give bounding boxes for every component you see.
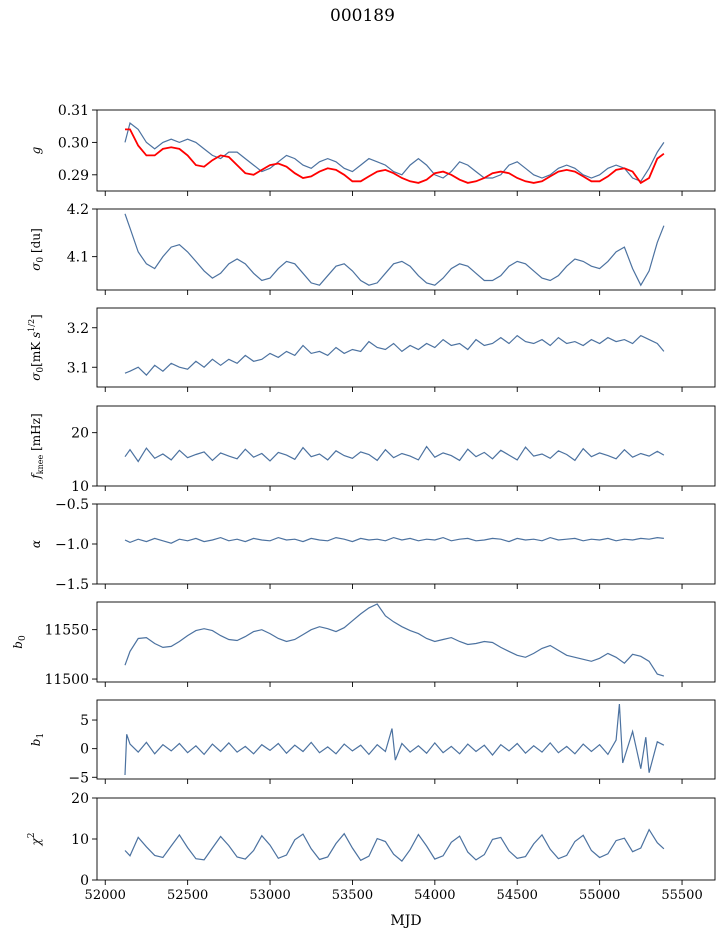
y-axis-label: σ0[mK s1/2] <box>27 314 46 381</box>
y-tick-label: 4.2 <box>67 202 89 218</box>
y-tick-label: 5 <box>80 713 89 729</box>
y-tick-label: 0.29 <box>58 168 89 184</box>
x-tick-label: 53500 <box>332 888 373 903</box>
series-line-1 <box>124 536 664 544</box>
y-tick-label: 3.2 <box>67 321 89 337</box>
y-tick-label: −1.0 <box>55 537 89 553</box>
y-tick-label: 20 <box>71 791 89 807</box>
series-line-2 <box>125 128 665 185</box>
axes-frame <box>96 699 716 780</box>
x-tick-label: 54000 <box>414 888 455 903</box>
y-tick-label: −5 <box>68 770 89 786</box>
y-axis-label: σ0 [du] <box>29 228 46 271</box>
x-tick-label: 52500 <box>167 888 208 903</box>
axes-frame <box>96 307 716 388</box>
y-axis-label: g <box>29 146 43 154</box>
series-line-1 <box>124 828 665 862</box>
panel-4: 10 20 fknee [mHz] <box>29 405 716 495</box>
panel-8: 0 10 20 52000 52500 53000 53500 54000 54500 55000… <box>27 791 716 903</box>
axes-frame <box>96 109 716 192</box>
y-tick-label: 0.30 <box>58 135 89 151</box>
y-tick-label: −1.5 <box>55 577 89 593</box>
y-axis-label: b1 <box>29 733 46 746</box>
series-line-1 <box>124 334 665 376</box>
y-tick-label: −0.5 <box>55 497 89 513</box>
series-line-1 <box>124 121 665 183</box>
panel-6: 11500 11550 b0 <box>11 601 716 688</box>
x-tick-label: 52000 <box>85 888 126 903</box>
x-tick-label: 53000 <box>249 888 290 903</box>
panel-1: 0.29 0.30 0.31 g <box>29 103 716 196</box>
panel-3: 3.1 3.2 σ0[mK s1/2] <box>27 307 716 392</box>
series-line-1 <box>124 445 665 463</box>
y-tick-label: 0 <box>80 742 89 758</box>
y-tick-label: 10 <box>71 832 89 848</box>
y-tick-label: 3.1 <box>67 360 89 376</box>
x-tick-label: 54500 <box>497 888 538 903</box>
axes-frame <box>96 405 716 487</box>
y-tick-label: 11500 <box>44 672 89 688</box>
y-axis-label: b0 <box>11 635 28 649</box>
y-tick-label: 11550 <box>44 623 89 639</box>
y-tick-label: 4.1 <box>67 250 89 266</box>
axes-frame <box>96 208 716 291</box>
y-tick-label: 20 <box>71 426 89 442</box>
series-line-1 <box>124 603 665 677</box>
y-tick-label: 0.31 <box>58 103 89 119</box>
panel-2: 4.1 4.2 σ0 [du] <box>29 202 716 295</box>
x-tick-label: 55500 <box>661 888 702 903</box>
x-tick-label: 55000 <box>579 888 620 903</box>
figure-title: 000189 <box>330 6 395 26</box>
panel-7: −5 0 5 b1 <box>29 699 716 786</box>
y-tick-label: 10 <box>71 479 89 495</box>
panel-5: −1.5 −1.0 −0.5 α <box>29 497 716 593</box>
series-line-1 <box>124 703 665 776</box>
y-axis-label: χ2 <box>27 832 43 846</box>
axes-frame <box>96 503 716 585</box>
y-tick-label: 0 <box>80 873 89 889</box>
x-axis-label: MJD <box>390 913 421 929</box>
y-axis-label: fknee [mHz] <box>29 413 45 479</box>
y-axis-label: α <box>29 540 43 548</box>
axes-frame <box>96 601 716 683</box>
series-line-1 <box>124 213 665 287</box>
